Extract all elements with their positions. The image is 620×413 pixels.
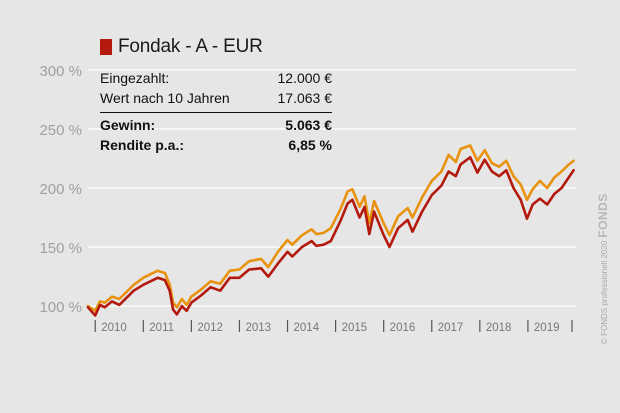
x-tick-label: 2013 bbox=[245, 322, 271, 334]
x-tick-label: 2019 bbox=[534, 322, 560, 334]
x-tick-label: 2015 bbox=[342, 322, 368, 334]
info-box: Eingezahlt: 12.000 € Wert nach 10 Jahren… bbox=[100, 68, 332, 155]
info-row-return: Rendite p.a.: 6,85 % bbox=[100, 135, 332, 155]
info-label: Gewinn: bbox=[100, 117, 156, 133]
x-tick-label: 2011 bbox=[149, 322, 174, 334]
series-line-fund bbox=[86, 156, 575, 317]
info-row-paid-in: Eingezahlt: 12.000 € bbox=[100, 68, 332, 88]
y-tick-label: 150 % bbox=[39, 240, 82, 257]
info-value: 17.063 € bbox=[277, 90, 333, 106]
legend-swatch bbox=[100, 39, 112, 55]
publisher-logo: FONDS bbox=[596, 193, 610, 238]
y-axis: 100 % 150 % 200 % 250 % 300 % bbox=[39, 63, 82, 316]
info-label: Eingezahlt: bbox=[100, 70, 170, 86]
info-row-profit: Gewinn: 5.063 € bbox=[100, 115, 332, 135]
credit-text: © FONDS professionell 2020 bbox=[600, 240, 609, 344]
x-tick-label: 2017 bbox=[438, 322, 464, 334]
info-row-value-after: Wert nach 10 Jahren 17.063 € bbox=[100, 88, 332, 108]
x-tick-label: 2012 bbox=[197, 322, 223, 334]
info-value: 5.063 € bbox=[285, 117, 332, 133]
info-label: Wert nach 10 Jahren bbox=[100, 90, 230, 106]
legend-title: Fondak - A - EUR bbox=[118, 36, 263, 57]
info-label: Rendite p.a.: bbox=[100, 137, 185, 153]
x-tick-label: 2014 bbox=[294, 322, 320, 334]
y-tick-label: 100 % bbox=[39, 299, 82, 316]
info-value: 12.000 € bbox=[277, 70, 333, 86]
x-tick-label: 2018 bbox=[486, 322, 512, 334]
legend: Fondak - A - EUR bbox=[100, 36, 263, 58]
chart-series bbox=[86, 144, 575, 317]
credit: © FONDS professionell 2020 FONDS bbox=[596, 193, 610, 344]
x-tick-label: 2010 bbox=[101, 322, 127, 334]
info-value: 6,85 % bbox=[288, 137, 332, 153]
x-axis: 2010 2011 2012 2013 2014 2015 2016 2017 2018 2019 bbox=[94, 320, 573, 334]
chart-grid bbox=[88, 69, 576, 307]
y-tick-label: 250 % bbox=[39, 122, 82, 139]
y-tick-label: 200 % bbox=[39, 181, 82, 198]
series-line-benchmark bbox=[86, 144, 575, 313]
y-tick-label: 300 % bbox=[39, 63, 82, 80]
x-tick-label: 2016 bbox=[390, 322, 416, 334]
info-divider bbox=[100, 112, 332, 113]
